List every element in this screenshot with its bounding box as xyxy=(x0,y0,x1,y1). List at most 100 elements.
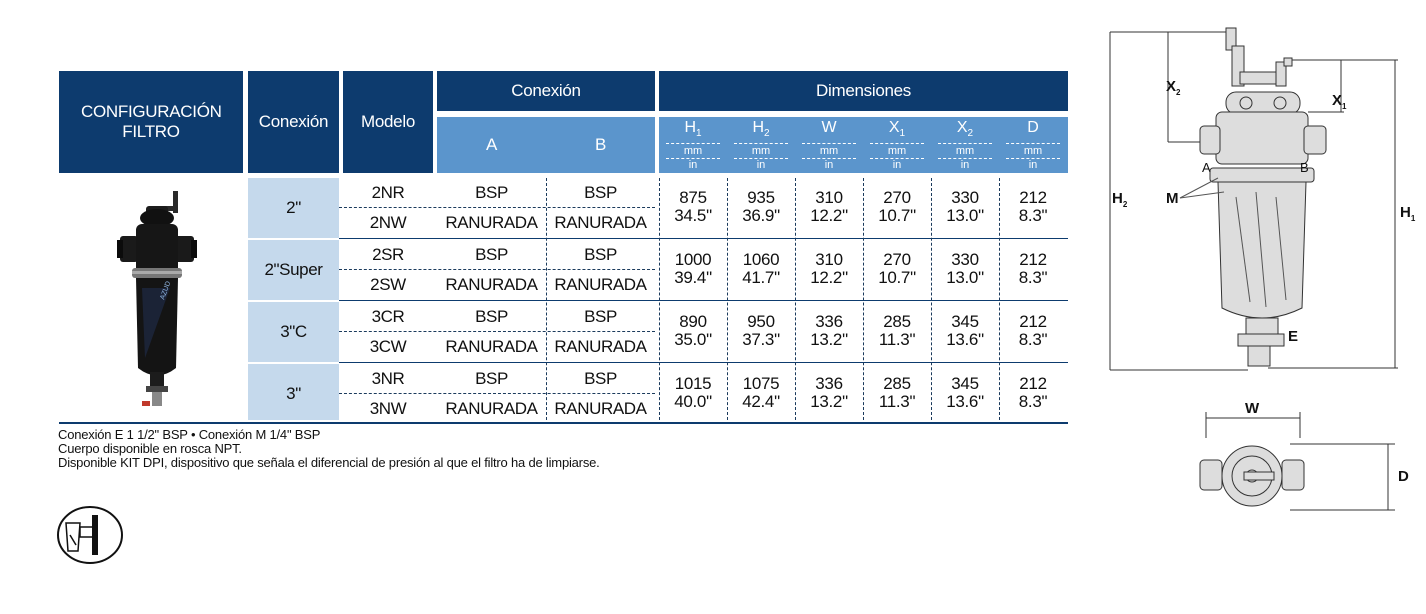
modelo-cell: 2NW xyxy=(369,213,407,232)
dim-value: 345 13.6" xyxy=(931,375,999,411)
col-b-cell: BSP xyxy=(584,245,617,264)
config-label: CONFIGURACIÓN FILTRO xyxy=(81,102,222,141)
conexion-column-bg xyxy=(248,178,339,420)
header-conexion-group: Conexión xyxy=(437,71,655,111)
dim-value: 890 35.0" xyxy=(659,313,727,349)
dim-mm: 212 xyxy=(1019,312,1047,331)
modelo-label: Modelo xyxy=(361,112,415,131)
col-b-cell: RANURADA xyxy=(554,337,647,356)
dim-mm: 270 xyxy=(883,250,911,269)
dim-in: 11.3" xyxy=(878,330,916,349)
label-x2: X2 xyxy=(1166,78,1180,97)
dim-value: 212 8.3" xyxy=(999,251,1067,287)
dim-in: 13.0" xyxy=(946,268,984,287)
dim-in: 8.3" xyxy=(1018,392,1048,411)
dim-value: 330 13.0" xyxy=(931,251,999,287)
header-conexion: Conexión xyxy=(248,71,339,173)
dim-unit-in: in xyxy=(960,159,970,172)
dim-subscript: 2 xyxy=(764,128,770,140)
dim-unit-mm: mm xyxy=(819,145,839,158)
dim-mm: 285 xyxy=(883,374,911,393)
label-x1-text: X xyxy=(1332,92,1343,109)
dim-in: 8.3" xyxy=(1018,268,1048,287)
conexion-label: Conexión xyxy=(258,112,329,131)
dim-in: 8.3" xyxy=(1018,330,1048,349)
col-a-cell: BSP xyxy=(475,307,508,326)
dim-value: 950 37.3" xyxy=(727,313,795,349)
label-h2-text: H xyxy=(1112,190,1123,207)
dim-value: 336 13.2" xyxy=(795,313,863,349)
dimensiones-label: Dimensiones xyxy=(816,81,911,100)
dim-in: 13.6" xyxy=(946,392,984,411)
column-divider xyxy=(546,178,547,420)
modelo-cell: 3CW xyxy=(369,337,407,356)
dim-value: 330 13.0" xyxy=(931,189,999,225)
row-divider xyxy=(339,207,655,208)
dim-unit-mm: mm xyxy=(887,145,907,158)
dim-subscript: 2 xyxy=(967,128,974,140)
note-conexion: Conexión E 1 1/2" BSP • Conexión M 1/4" … xyxy=(58,427,321,442)
dim-mm: 310 xyxy=(815,250,843,269)
dim-value: 285 11.3" xyxy=(863,375,931,411)
dim-mm: 345 xyxy=(951,312,979,331)
group-separator xyxy=(339,362,1068,363)
label-x1-sub: 1 xyxy=(1342,102,1347,111)
header-col-b: B xyxy=(546,117,655,173)
col-a-cell: RANURADA xyxy=(445,275,538,294)
conexion-cell: 2"Super xyxy=(264,260,323,279)
dim-in: 37.3" xyxy=(742,330,780,349)
conexion-gap xyxy=(248,238,339,240)
label-e: E xyxy=(1288,328,1299,345)
label-h1-sub: 1 xyxy=(1410,214,1416,223)
header-col-a: A xyxy=(437,117,546,173)
col-a-cell: RANURADA xyxy=(445,213,538,232)
label-x2-text: X xyxy=(1166,78,1177,95)
technical-diagram-top: W D xyxy=(1190,398,1420,518)
dim-value: 310 12.2" xyxy=(795,251,863,287)
dim-in: 12.2" xyxy=(810,268,848,287)
dim-mm: 875 xyxy=(679,188,707,207)
dim-unit-in: in xyxy=(824,159,834,172)
col-a-label: A xyxy=(485,135,498,154)
group-separator xyxy=(339,300,1068,301)
installation-position-icon xyxy=(56,505,124,565)
column-divider xyxy=(795,178,796,420)
dim-value: 336 13.2" xyxy=(795,375,863,411)
dim-header-0: H1 mm in xyxy=(659,119,727,171)
conexion-gap xyxy=(248,300,339,302)
conexion-gap xyxy=(248,362,339,364)
dim-unit-mm: mm xyxy=(751,145,771,158)
dim-mm: 212 xyxy=(1019,250,1047,269)
label-h2: H2 xyxy=(1112,190,1127,209)
dim-mm: 336 xyxy=(815,312,843,331)
dim-in: 11.3" xyxy=(878,392,916,411)
dim-mm: 336 xyxy=(815,374,843,393)
dim-mm: 890 xyxy=(679,312,707,331)
dim-value: 1075 42.4" xyxy=(727,375,795,411)
dim-in: 12.2" xyxy=(810,206,848,225)
col-b-label: B xyxy=(594,135,607,154)
label-w: W xyxy=(1245,400,1260,417)
dim-in: 36.9" xyxy=(742,206,780,225)
modelo-cell: 2SW xyxy=(370,275,406,294)
header-dimensiones-group: Dimensiones xyxy=(659,71,1068,111)
col-a-cell: RANURADA xyxy=(445,337,538,356)
dim-value: 875 34.5" xyxy=(659,189,727,225)
dim-mm: 330 xyxy=(951,188,979,207)
modelo-cell: 3CR xyxy=(371,307,405,326)
row-divider xyxy=(339,269,655,270)
dim-in: 10.7" xyxy=(878,206,916,225)
header-modelo: Modelo xyxy=(343,71,433,173)
note-npt: Cuerpo disponible en rosca NPT. xyxy=(58,441,242,456)
table-bottom-rule xyxy=(59,422,1068,424)
group-separator xyxy=(339,238,1068,239)
dim-value: 270 10.7" xyxy=(863,189,931,225)
dim-value: 212 8.3" xyxy=(999,375,1067,411)
modelo-cell: 2SR xyxy=(372,245,404,264)
dim-value: 212 8.3" xyxy=(999,313,1067,349)
dim-unit-in: in xyxy=(688,159,698,172)
col-b-cell: RANURADA xyxy=(554,399,647,418)
dim-symbol: H xyxy=(752,119,764,136)
modelo-cell: 3NR xyxy=(371,369,405,388)
dim-symbol: H xyxy=(684,119,696,136)
